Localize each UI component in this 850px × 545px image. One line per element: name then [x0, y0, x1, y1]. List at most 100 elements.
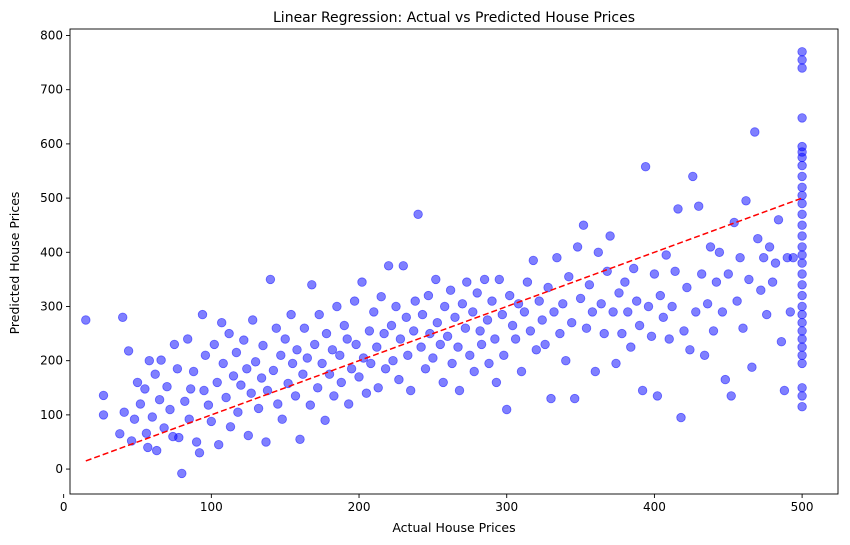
data-point [720, 374, 731, 385]
y-tick-label: 600 [40, 137, 63, 151]
data-point [336, 377, 347, 388]
data-point [428, 353, 438, 363]
data-point [476, 339, 487, 350]
data-point [209, 339, 220, 350]
data-point [394, 374, 404, 385]
data-point [705, 242, 716, 252]
x-tick-label: 100 [200, 500, 223, 514]
data-point [200, 350, 211, 361]
data-point [797, 309, 807, 320]
data-point [629, 263, 639, 274]
data-point [797, 113, 807, 123]
data-point [423, 290, 434, 301]
data-point [490, 334, 500, 344]
data-point [307, 280, 317, 290]
data-point [605, 231, 615, 241]
y-tick-label: 500 [40, 191, 63, 205]
data-point [699, 350, 710, 361]
y-tick-label: 100 [40, 408, 63, 422]
data-point [447, 358, 457, 369]
data-point [361, 388, 372, 398]
data-point [339, 320, 350, 331]
data-point [253, 403, 264, 414]
data-point [320, 415, 330, 426]
x-axis-title: Actual House Prices [392, 520, 515, 535]
data-point [759, 253, 769, 263]
data-point [611, 358, 621, 369]
data-point [327, 345, 338, 355]
data-point [225, 422, 236, 432]
data-point [457, 299, 468, 309]
data-point [673, 204, 683, 214]
data-point [169, 339, 180, 350]
data-point [280, 334, 290, 344]
data-point [410, 296, 420, 306]
data-point [277, 414, 287, 424]
data-point [711, 277, 722, 287]
data-point [403, 350, 413, 361]
data-point [346, 364, 357, 374]
data-point [151, 445, 162, 456]
data-point [313, 383, 323, 393]
data-point [250, 357, 261, 367]
data-point [658, 312, 669, 323]
data-point [236, 380, 246, 390]
data-point [354, 372, 364, 382]
data-point [497, 309, 508, 320]
data-point [646, 331, 657, 342]
data-point [273, 399, 283, 409]
data-point [590, 366, 601, 377]
data-point [290, 391, 301, 401]
data-point [735, 253, 745, 263]
data-point [162, 382, 172, 392]
data-point [194, 448, 205, 458]
data-point [797, 402, 807, 412]
data-point [206, 416, 217, 427]
data-point [380, 364, 391, 374]
data-point [357, 277, 367, 287]
data-point [640, 161, 651, 172]
data-point [154, 395, 165, 405]
data-point [349, 296, 360, 306]
data-point [442, 331, 453, 342]
data-point [575, 293, 586, 304]
data-point [299, 323, 310, 333]
data-point [98, 390, 109, 401]
data-point [479, 274, 490, 285]
data-point [741, 196, 751, 206]
data-point [335, 350, 345, 361]
data-point [140, 384, 150, 394]
data-point [756, 285, 766, 295]
plot-frame [69, 28, 839, 495]
data-point [420, 364, 431, 374]
data-point [797, 269, 807, 279]
data-point [246, 388, 256, 398]
data-point [329, 391, 339, 401]
data-point [767, 277, 778, 287]
data-point [126, 436, 137, 446]
data-point [797, 220, 807, 230]
data-point [797, 171, 807, 182]
data-point [499, 350, 509, 361]
data-point [416, 342, 426, 352]
data-point [440, 301, 450, 312]
data-point [188, 366, 199, 377]
data-point [617, 328, 627, 339]
data-point [469, 366, 479, 377]
data-point [156, 355, 166, 365]
y-axis-title: Predicted House Prices [7, 192, 22, 335]
data-point [144, 356, 155, 366]
data-point [797, 63, 807, 73]
data-point [584, 280, 595, 290]
data-point [287, 358, 298, 369]
data-point [522, 277, 533, 287]
data-point [242, 364, 252, 374]
data-point [453, 342, 463, 352]
data-point [261, 437, 271, 447]
data-point [797, 47, 807, 57]
data-point [119, 407, 129, 417]
data-point [744, 274, 754, 285]
data-point [132, 377, 143, 388]
data-point [561, 356, 571, 366]
x-tick-label: 300 [495, 500, 518, 514]
